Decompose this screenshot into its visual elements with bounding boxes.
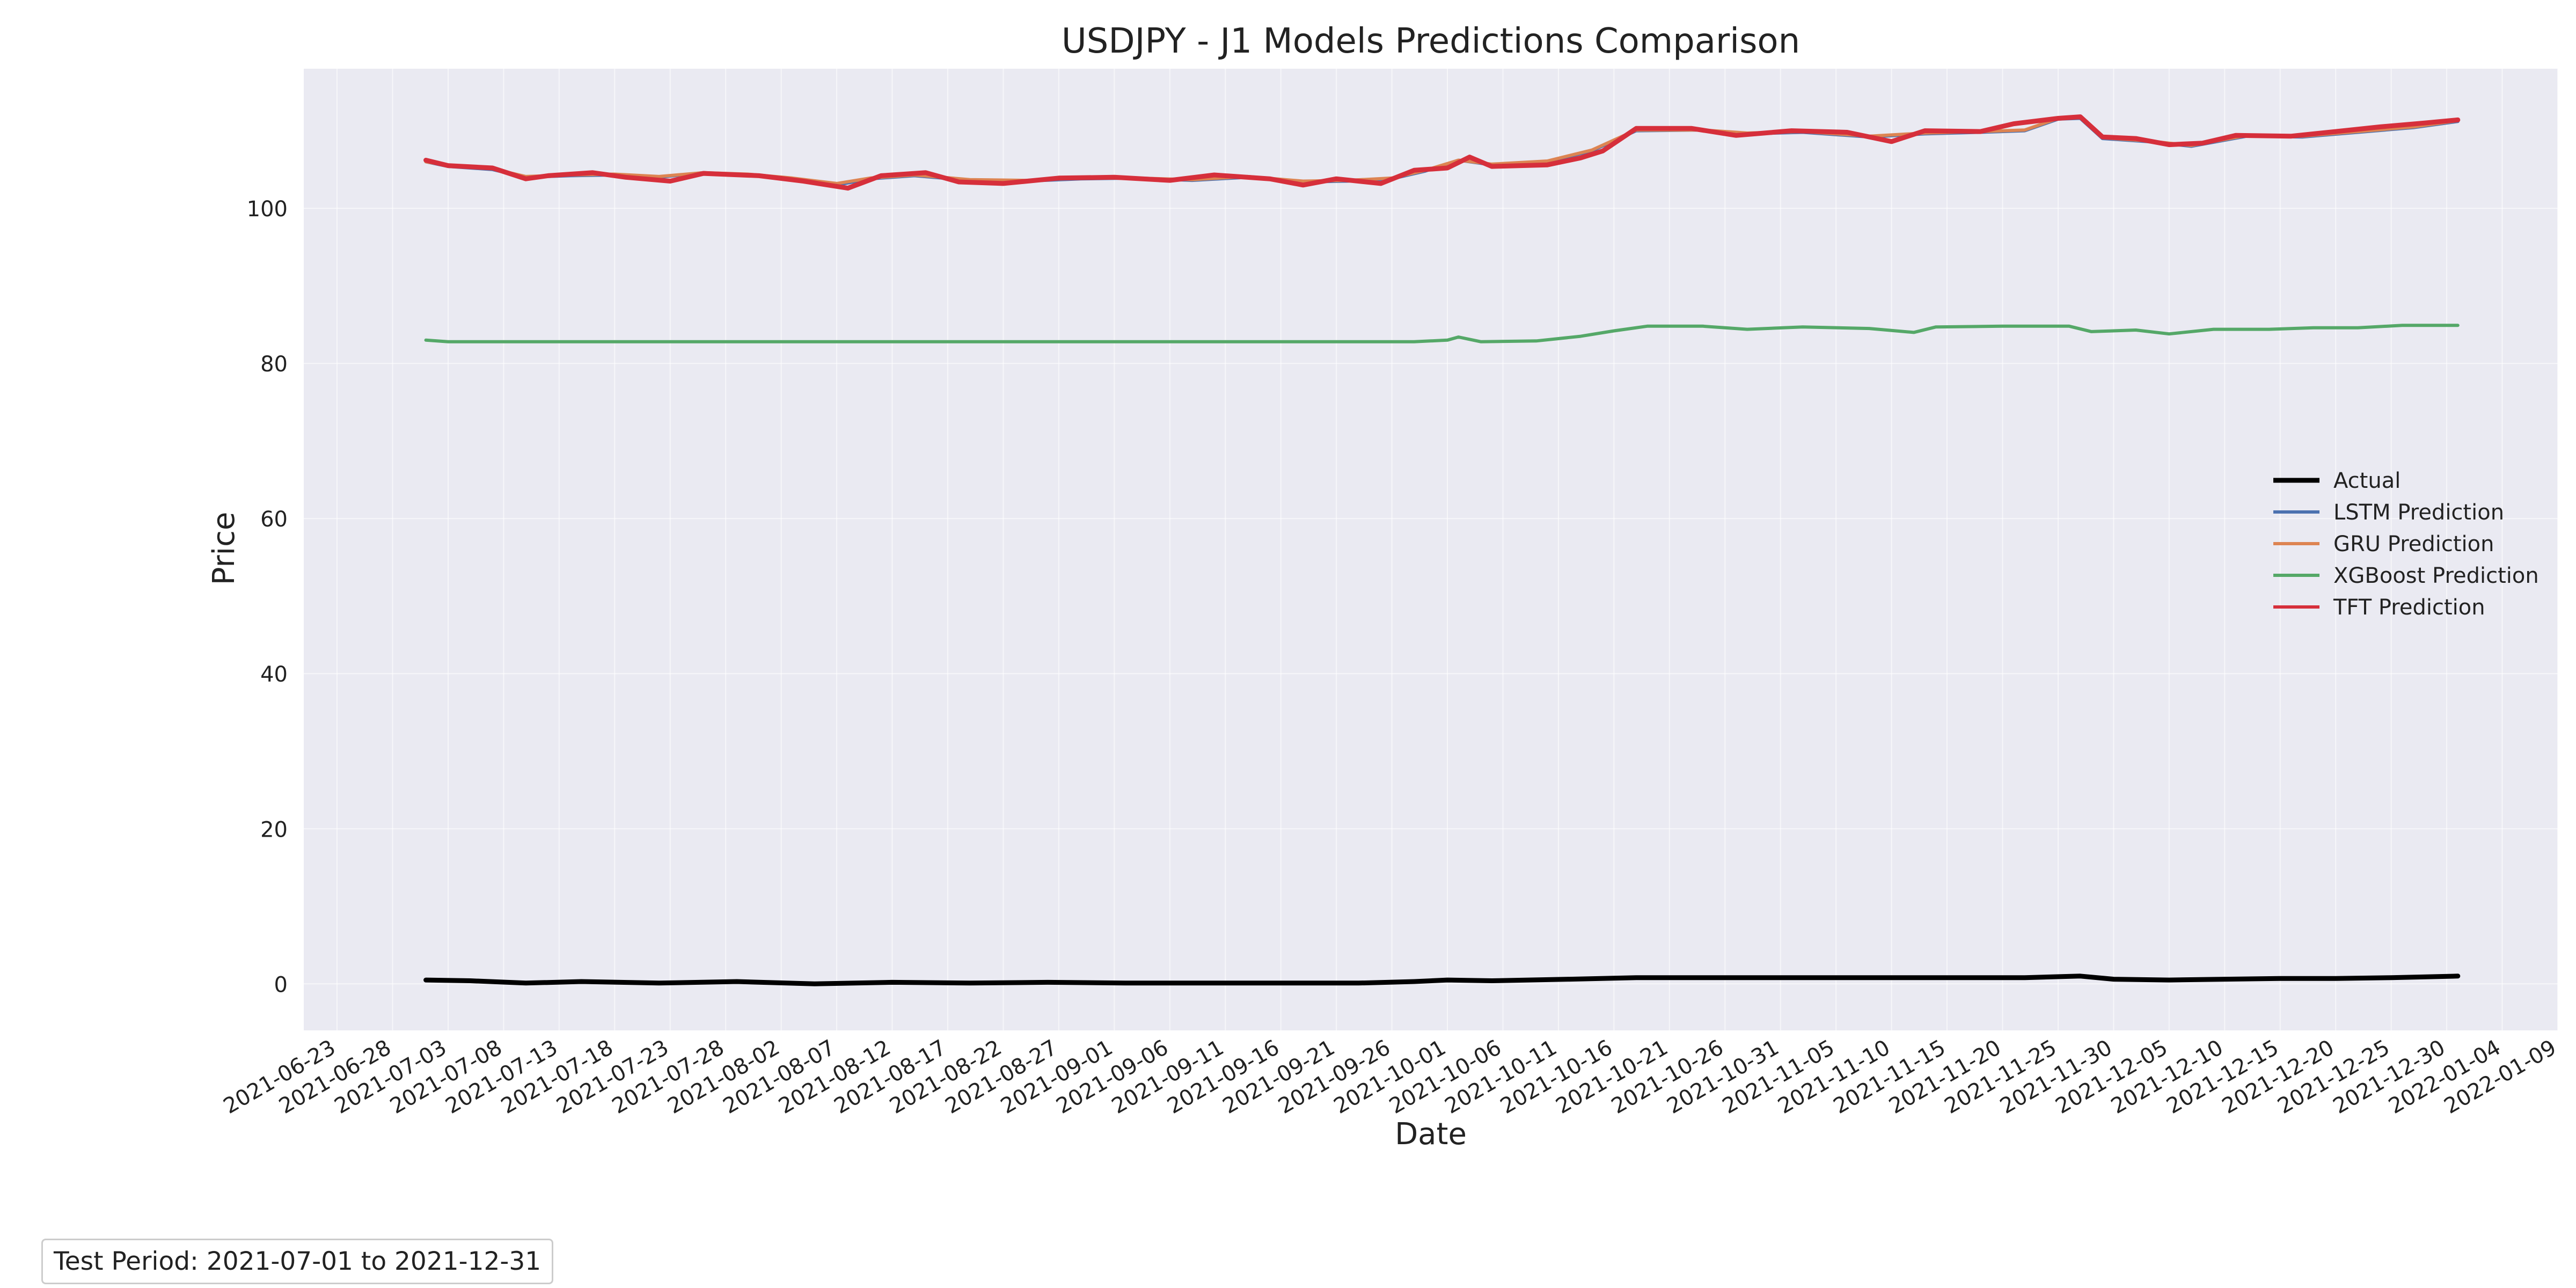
- legend-label: LSTM Prediction: [2333, 500, 2504, 525]
- y-tick-label: 100: [247, 197, 288, 222]
- grid: [304, 69, 2558, 1030]
- y-tick-label: 20: [260, 817, 288, 842]
- y-axis-label: Price: [207, 512, 241, 586]
- y-tick-label: 0: [274, 972, 288, 997]
- y-tick-label: 80: [260, 352, 288, 377]
- legend-label: Actual: [2333, 469, 2401, 493]
- plot-area: [304, 69, 2558, 1030]
- test-period-note: Test Period: 2021-07-01 to 2021-12-31: [41, 1239, 554, 1284]
- series-lines: [423, 114, 2461, 986]
- series-line-actual: [423, 974, 2461, 986]
- chart-title: USDJPY - J1 Models Predictions Compariso…: [1062, 21, 1800, 61]
- series-line-xgboost-prediction: [424, 324, 2460, 343]
- legend: Actual LSTM Prediction GRU Prediction XGBoo…: [2273, 469, 2539, 620]
- x-axis-label: Date: [1395, 1117, 1467, 1152]
- legend-label: GRU Prediction: [2333, 532, 2494, 557]
- series-line-tft-prediction: [423, 114, 2461, 191]
- y-tick-label: 60: [260, 507, 288, 532]
- legend-label: XGBoost Prediction: [2333, 564, 2539, 588]
- legend-label: TFT Prediction: [2333, 595, 2485, 620]
- y-tick-label: 40: [260, 662, 288, 687]
